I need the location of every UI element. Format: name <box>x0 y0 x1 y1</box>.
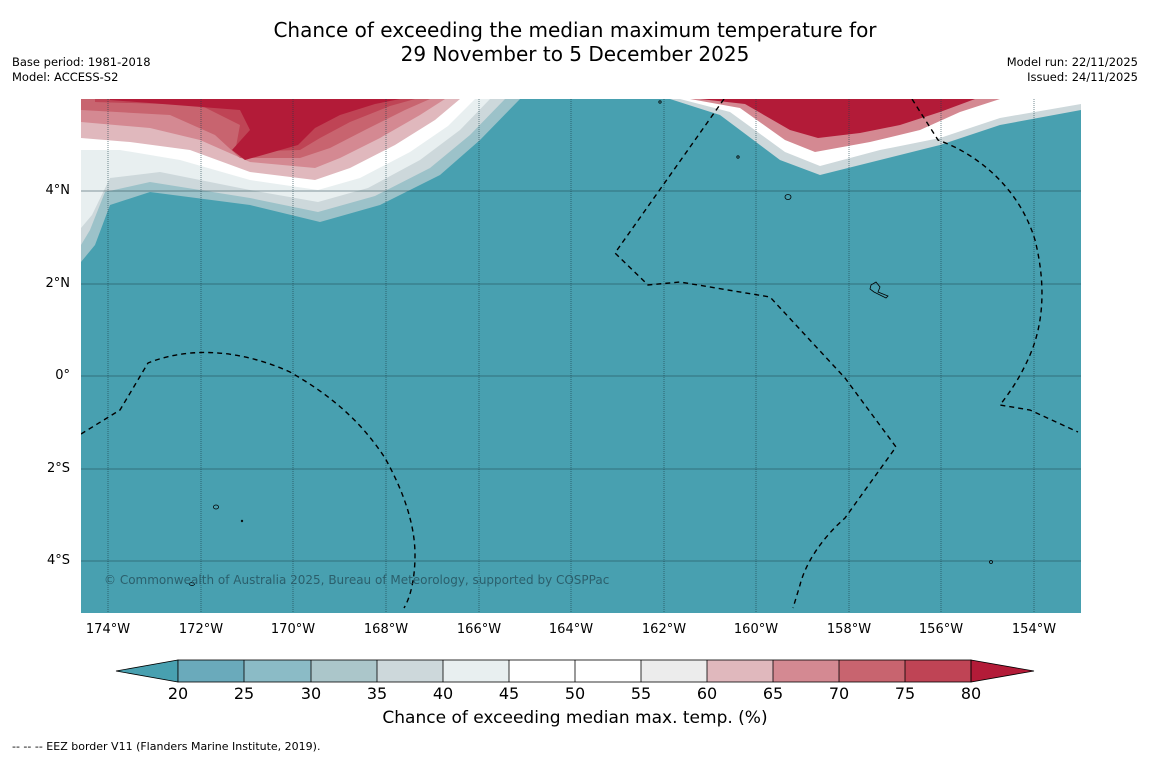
model-run: Model run: 22/11/2025 <box>1006 55 1138 69</box>
meta-left: Base period: 1981-2018 Model: ACCESS-S2 <box>12 55 151 85</box>
colorbar-segment-45-50 <box>509 660 575 682</box>
issued-date: Issued: 24/11/2025 <box>1027 70 1138 84</box>
colorbar-segment-75-80 <box>905 660 971 682</box>
lon-label-170w: 170°W <box>270 622 316 637</box>
island-howland <box>784 194 792 200</box>
base-period: Base period: 1981-2018 <box>12 55 151 69</box>
colorbar-low-extension <box>115 659 179 683</box>
lon-label-174w: 174°W <box>85 622 131 637</box>
colorbar-tick-25: 25 <box>233 684 255 703</box>
map-title: Chance of exceeding the median maximum t… <box>0 18 1150 66</box>
colorbar-segment-30-35 <box>311 660 377 682</box>
eez-border-east <box>911 99 1079 433</box>
lat-label-2n: 2°N <box>45 276 71 291</box>
colorbar-tick-30: 30 <box>300 684 322 703</box>
eez-borders <box>81 99 1079 609</box>
colorbar-tick-80: 80 <box>960 684 982 703</box>
colorbar-high-extension <box>970 659 1035 683</box>
eez-footnote: -- -- -- EEZ border V11 (Flanders Marine… <box>12 740 321 753</box>
island-small-5 <box>240 519 244 523</box>
colorbar-outline <box>177 659 972 683</box>
map-plot <box>81 99 1081 613</box>
colorbar-segment-40-45 <box>443 660 509 682</box>
colorbar-tick-50: 50 <box>564 684 586 703</box>
colorbar-tick-60: 60 <box>696 684 718 703</box>
title-line-1: Chance of exceeding the median maximum t… <box>273 18 877 42</box>
lon-label-158w: 158°W <box>826 622 872 637</box>
lon-label-154w: 154°W <box>1011 622 1057 637</box>
model-name: Model: ACCESS-S2 <box>12 70 119 84</box>
island-small-4 <box>989 560 993 564</box>
lat-label-4n: 4°N <box>45 183 71 198</box>
island-small-1 <box>189 582 195 586</box>
lon-label-168w: 168°W <box>363 622 409 637</box>
contour-band-80 <box>110 99 400 160</box>
lat-label-2s: 2°S <box>46 461 70 476</box>
lon-label-156w: 156°W <box>918 622 964 637</box>
colorbar-tick-45: 45 <box>498 684 520 703</box>
lat-label-4s: 4°S <box>46 553 70 568</box>
colorbar-segment-50-55 <box>575 660 641 682</box>
colorbar-dividers <box>243 660 906 682</box>
graticule <box>107 99 1035 613</box>
colorbar-segment-25-30 <box>244 660 311 682</box>
colorbar-tick-35: 35 <box>366 684 388 703</box>
lon-label-162w: 162°W <box>641 622 687 637</box>
colorbar-tick-75: 75 <box>894 684 916 703</box>
lon-label-160w: 160°W <box>733 622 779 637</box>
lat-label-0: 0° <box>55 368 70 383</box>
colorbar-tick-70: 70 <box>828 684 850 703</box>
lon-label-164w: 164°W <box>548 622 594 637</box>
island-small-2 <box>736 155 740 159</box>
lon-label-166w: 166°W <box>456 622 502 637</box>
contour-band-right-80 <box>700 99 975 138</box>
colorbar-segment-55-60 <box>641 660 707 682</box>
colorbar-tick-55: 55 <box>630 684 652 703</box>
colorbar-tick-20: 20 <box>167 684 189 703</box>
islands <box>189 100 993 586</box>
lon-label-172w: 172°W <box>178 622 224 637</box>
colorbar-segment-35-40 <box>377 660 443 682</box>
colorbar-segment-20-25 <box>178 660 244 682</box>
colorbar-segment-70-75 <box>839 660 905 682</box>
colorbar-tick-65: 65 <box>762 684 784 703</box>
colorbar-segment-65-70 <box>773 660 839 682</box>
island-phoenix <box>213 504 219 510</box>
island-small-3 <box>658 100 662 104</box>
colorbar-title: Chance of exceeding median max. temp. (%… <box>382 708 768 728</box>
copyright-notice: © Commonwealth of Australia 2025, Bureau… <box>104 573 610 587</box>
title-line-2: 29 November to 5 December 2025 <box>400 42 750 66</box>
colorbar-tick-40: 40 <box>432 684 454 703</box>
colorbar-segment-60-65 <box>707 660 773 682</box>
meta-right: Model run: 22/11/2025 Issued: 24/11/2025 <box>1007 55 1138 85</box>
latitude-lines <box>81 190 1081 562</box>
island-kiritimati <box>869 281 889 299</box>
eez-border-west <box>81 351 416 609</box>
eez-border-central <box>614 99 897 609</box>
colorbar <box>115 659 1035 683</box>
